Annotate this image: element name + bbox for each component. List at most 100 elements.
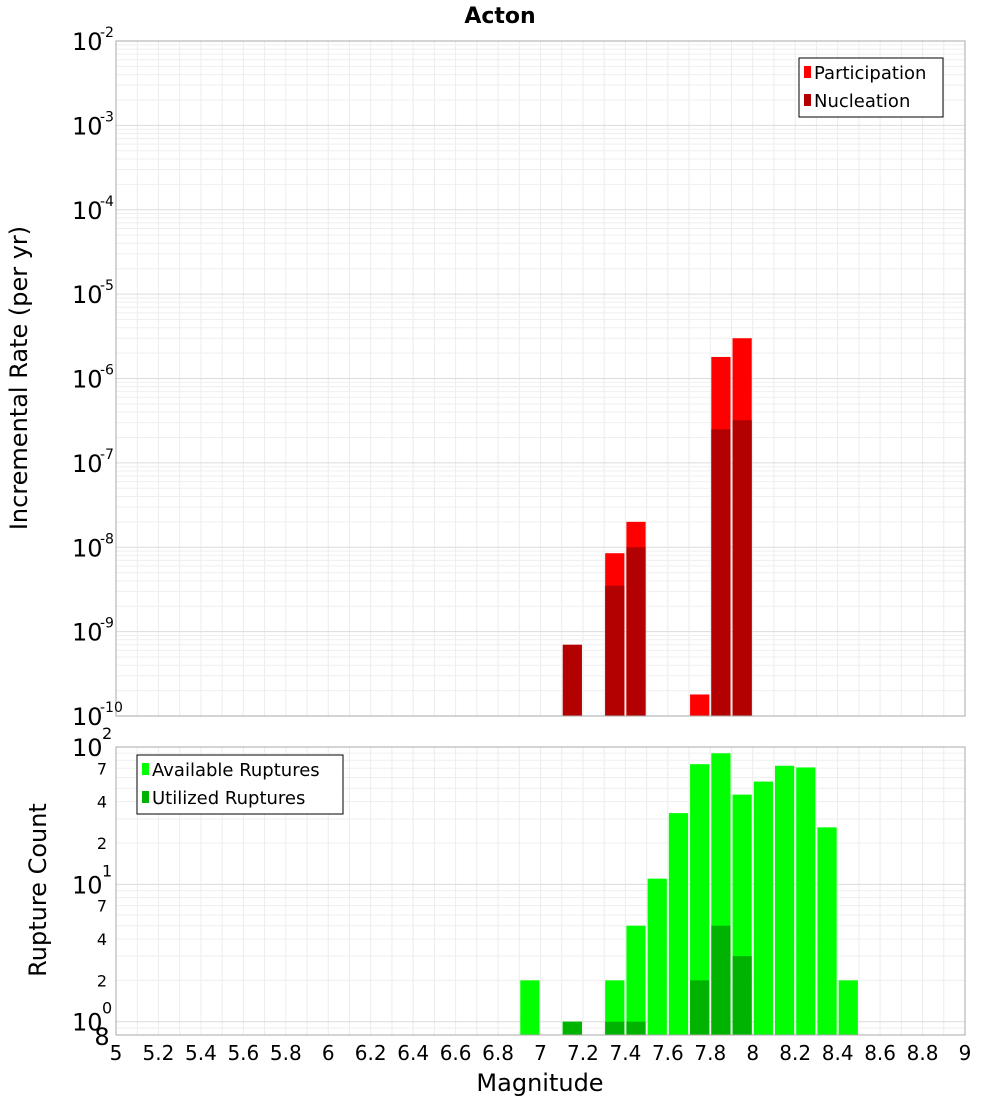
top-bar: [732, 420, 752, 716]
bottom-y-tick-exponent: 0: [102, 999, 112, 1018]
bottom-bar: [605, 980, 625, 1035]
x-tick-label: 5.6: [227, 1041, 259, 1065]
bottom-legend-box: [136, 754, 344, 815]
bottom-y-decade-label: 100: [72, 999, 112, 1037]
top-legend-label: Participation: [814, 63, 926, 84]
x-tick-label: 5: [110, 1041, 123, 1065]
top-y-tick-exponent: -3: [100, 109, 114, 125]
bottom-y-minor-label: 4: [97, 930, 107, 949]
x-tick-label: 6.2: [355, 1041, 387, 1065]
top-bar: [626, 547, 646, 716]
bottom-bar: [817, 827, 837, 1035]
x-tick-label: 6: [322, 1041, 335, 1065]
x-tick-label: 9: [959, 1041, 972, 1065]
top-panel: 10-210-310-410-510-610-710-810-910-10Par…: [72, 25, 966, 731]
bottom-legend-swatch: [142, 791, 149, 803]
x-tick-label: 8: [746, 1041, 759, 1065]
bottom-series-utilized-ruptures: [562, 925, 752, 1035]
top-y-tick-base: 10: [72, 366, 103, 394]
x-tick-label: 8.4: [822, 1041, 854, 1065]
top-y-tick-base: 10: [72, 28, 103, 56]
bottom-bar: [647, 878, 667, 1035]
top-plot-frame: [115, 40, 966, 717]
bottom-bar: [690, 764, 710, 1035]
top-y-tick-base: 10: [72, 281, 103, 309]
top-y-tick-exponent: -2: [100, 25, 114, 41]
bottom-y-minor-label: 2: [97, 834, 107, 853]
top-y-tick-base: 10: [72, 619, 103, 647]
bottom-y-tick-base: 10: [72, 734, 103, 762]
x-tick-label: 8.6: [864, 1041, 896, 1065]
x-tick-label: 5.8: [270, 1041, 302, 1065]
top-bar: [690, 694, 710, 716]
x-tick-label: 7: [534, 1041, 547, 1065]
bottom-y-minor-label: 4: [97, 793, 107, 812]
top-y-tick-label: 10-2: [72, 25, 114, 56]
bottom-bar: [605, 1021, 625, 1035]
bottom-y-decade-label: 102: [72, 724, 112, 762]
top-y-tick-label: 10-5: [72, 278, 114, 309]
bottom-y-tick-exponent: 2: [102, 724, 112, 743]
top-legend: Participation Nucleation: [798, 57, 944, 118]
bottom-bar: [668, 813, 689, 1035]
x-axis-label: Magnitude: [476, 1069, 603, 1097]
top-y-tick-exponent: -8: [100, 531, 114, 547]
top-y-tick-label: 10-3: [72, 109, 114, 140]
x-tick-label: 6.4: [397, 1041, 429, 1065]
bottom-legend-label: Available Ruptures: [152, 760, 320, 781]
top-grid: [115, 41, 966, 717]
top-bar: [562, 644, 582, 716]
x-tick-label: 7.4: [609, 1041, 641, 1065]
top-y-tick-exponent: -4: [100, 194, 114, 210]
top-y-tick-exponent: -5: [100, 278, 114, 294]
bottom-bar: [774, 765, 795, 1035]
top-y-tick-base: 10: [72, 450, 103, 478]
bottom-bar: [753, 781, 773, 1035]
top-y-tick-base: 10: [72, 703, 103, 731]
top-series-nucleation: [562, 420, 752, 716]
top-bar: [605, 585, 625, 716]
bottom-y-minor-label: 8: [94, 1023, 109, 1051]
top-bar: [711, 429, 731, 716]
x-tick-label: 8.2: [779, 1041, 811, 1065]
bottom-y-decade-label: 101: [72, 861, 112, 899]
chart-title: Acton: [464, 4, 535, 29]
top-y-tick-exponent: -10: [100, 700, 123, 716]
top-y-tick-label: 10-8: [72, 531, 114, 562]
x-tick-label: 6.8: [482, 1041, 514, 1065]
x-tick-labels: 5 5.2 5.4 5.6 5.8 6 6.2 6.4 6.6 6.8 7 7.2 7.4 7.6 7.8 8…: [110, 1041, 972, 1065]
bottom-bar: [520, 980, 540, 1035]
bottom-legend-swatch: [142, 763, 149, 775]
top-y-tick-label: 10-6: [72, 363, 114, 394]
top-y-tick-base: 10: [72, 112, 103, 140]
bottom-bar: [732, 956, 752, 1035]
top-legend-box: [798, 57, 944, 118]
top-legend-label: Nucleation: [814, 91, 910, 112]
bottom-legend-label: Utilized Ruptures: [152, 788, 305, 809]
top-y-tick-label: 10-4: [72, 194, 114, 225]
bottom-legend: Available Ruptures Utilized Ruptures: [136, 754, 344, 815]
top-legend-swatch: [804, 94, 811, 106]
top-y-tick-base: 10: [72, 534, 103, 562]
top-legend-swatch: [804, 66, 811, 78]
top-y-tick-label: 10-9: [72, 616, 114, 647]
top-y-tick-label: 10-10: [72, 700, 123, 731]
bottom-y-axis-label: Rupture Count: [24, 803, 52, 977]
bottom-plot-frame: [115, 746, 966, 1036]
x-tick-label: 7.8: [694, 1041, 726, 1065]
x-tick-label: 5.2: [143, 1041, 175, 1065]
bottom-bar: [690, 980, 710, 1035]
bottom-bar: [838, 980, 858, 1035]
top-y-tick-exponent: -6: [100, 363, 114, 379]
bottom-bar: [626, 1021, 646, 1035]
x-tick-label: 6.6: [440, 1041, 472, 1065]
bottom-y-tick-base: 10: [72, 871, 103, 899]
top-y-tick-exponent: -7: [100, 447, 114, 463]
bottom-y-tick-base: 10: [72, 1009, 103, 1037]
x-tick-label: 5.4: [185, 1041, 217, 1065]
bottom-y-tick-exponent: 1: [102, 861, 112, 880]
top-y-tick-label: 10-7: [72, 447, 114, 478]
